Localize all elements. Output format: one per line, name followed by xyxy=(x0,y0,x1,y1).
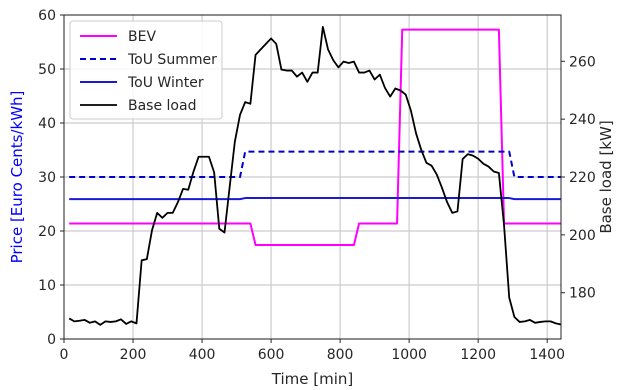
y-left-axis-ticks: 0 10 20 30 40 50 60 xyxy=(38,8,64,348)
y-left-tick-label: 60 xyxy=(38,8,56,24)
x-tick-label: 1000 xyxy=(391,347,427,363)
legend-box xyxy=(69,20,223,120)
legend-label-base-load: Base load xyxy=(128,98,196,114)
y-right-tick-label: 240 xyxy=(569,112,596,128)
series-line-tou-summer xyxy=(69,150,561,178)
x-tick-label: 1200 xyxy=(460,347,496,363)
x-axis-title: Time [min] xyxy=(271,370,353,388)
y-left-tick-label: 40 xyxy=(38,116,56,132)
series-line-bev xyxy=(69,28,561,247)
y-left-tick-label: 10 xyxy=(38,278,56,294)
series-line-base-load xyxy=(68,25,562,326)
y-right-axis-title: Base load [kW] xyxy=(597,120,615,233)
y-right-tick-label: 200 xyxy=(569,228,596,244)
y-left-tick-label: 0 xyxy=(47,332,56,348)
series-line-tou-winter xyxy=(69,197,561,201)
y-left-tick-label: 30 xyxy=(38,170,56,186)
y-right-tick-label: 260 xyxy=(569,54,596,70)
y-right-tick-label: 180 xyxy=(569,286,596,302)
x-tick-label: 0 xyxy=(60,347,69,363)
x-tick-label: 200 xyxy=(120,347,147,363)
y-left-axis-title: Price [Euro Cents/kWh] xyxy=(8,91,26,264)
legend-label-bev: BEV xyxy=(128,29,156,45)
y-right-axis-ticks: 180 200 220 240 260 xyxy=(561,54,596,302)
y-left-tick-label: 20 xyxy=(38,224,56,240)
legend: BEV ToU Summer ToU Winter Base load xyxy=(69,20,223,120)
x-tick-label: 800 xyxy=(327,347,354,363)
x-axis-ticks: 0 200 400 600 800 1000 1200 1400 xyxy=(60,339,565,363)
legend-label-tou-winter: ToU Winter xyxy=(127,75,204,91)
series-layer xyxy=(68,25,562,326)
y-right-tick-label: 220 xyxy=(569,170,596,186)
x-tick-label: 400 xyxy=(189,347,216,363)
y-left-tick-label: 50 xyxy=(38,62,56,78)
x-tick-label: 600 xyxy=(258,347,285,363)
legend-label-tou-summer: ToU Summer xyxy=(127,52,217,68)
x-tick-label: 1400 xyxy=(529,347,565,363)
